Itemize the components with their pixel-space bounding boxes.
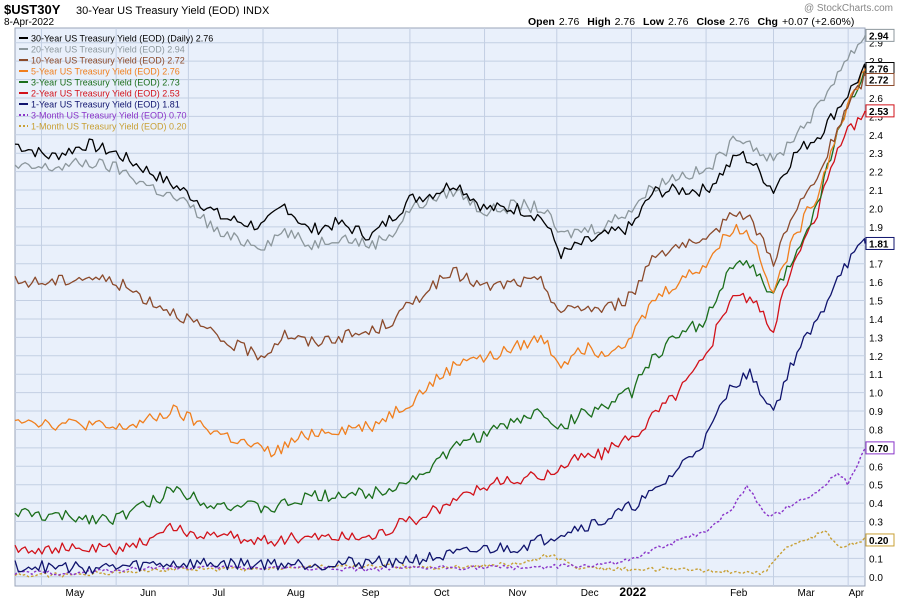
watermark: @ StockCharts.com xyxy=(804,3,893,14)
end-label-box xyxy=(865,533,895,547)
y-tick-label: 1.1 xyxy=(869,370,883,381)
x-axis: May Jun Jul Aug Sep Oct Nov Dec 2022 Feb Mar Apr xyxy=(65,585,864,599)
y-tick-label: 1.2 xyxy=(869,352,883,363)
ohlc-label: Low xyxy=(643,16,665,28)
y-tick-label: 2.2 xyxy=(869,168,883,179)
end-label-value: 2.72 xyxy=(869,76,889,87)
legend-entry: 3-Month US Treasury Yield (EOD) 0.70 xyxy=(31,111,187,121)
end-label-value: 0.70 xyxy=(869,444,889,455)
end-label-box xyxy=(865,104,895,118)
ohlc-label: Open xyxy=(528,16,555,28)
y-tick-label: 1.0 xyxy=(869,389,883,400)
series-line-6 xyxy=(14,238,866,575)
y-tick-label: 2.0 xyxy=(869,204,883,215)
x-tick-label: Feb xyxy=(730,588,748,599)
y-tick-label: 2.4 xyxy=(869,131,883,142)
legend-entry: 2-Year US Treasury Yield (EOD) 2.53 xyxy=(31,89,180,99)
y-tick-label: 2.9 xyxy=(869,39,883,50)
date-label: 8-Apr-2022 xyxy=(4,17,54,28)
ohlc-value: 2.76 xyxy=(729,16,750,28)
ohlc-readout: Open 2.76 High 2.76 Low 2.76 Close 2.76 Chg +0.07… xyxy=(528,16,854,28)
y-tick-label: 1.9 xyxy=(869,223,883,234)
grid-lines xyxy=(15,28,865,586)
ohlc-label: High xyxy=(587,16,610,28)
x-tick-label: Jul xyxy=(212,588,225,599)
exchange-label: INDX xyxy=(243,5,270,17)
series-line-3 xyxy=(14,68,866,458)
y-tick-label: 0.6 xyxy=(869,462,883,473)
series-line-2 xyxy=(14,71,866,361)
end-label-value: 2.53 xyxy=(869,107,889,118)
legend-entry: 10-Year US Treasury Yield (EOD) 2.72 xyxy=(31,56,185,66)
y-tick-label: 1.5 xyxy=(869,297,883,308)
y-tick-label: 0.3 xyxy=(869,518,883,529)
ohlc-value: 2.76 xyxy=(668,16,689,28)
x-tick-label: May xyxy=(65,588,84,599)
ohlc-value: 2.76 xyxy=(615,16,636,28)
y-tick-label: 2.6 xyxy=(869,94,883,105)
end-label-value: 2.94 xyxy=(869,31,889,42)
ohlc-value: 2.76 xyxy=(559,16,580,28)
x-tick-label: Jun xyxy=(140,588,156,599)
end-label-box xyxy=(865,73,895,87)
series-line-4 xyxy=(14,69,866,525)
y-tick-label: 2.3 xyxy=(869,149,883,160)
y-tick-label: 1.6 xyxy=(869,278,883,289)
series-line-8 xyxy=(14,530,866,578)
end-label-value: 2.76 xyxy=(869,65,889,76)
legend-entry: 5-Year US Treasury Yield (EOD) 2.76 xyxy=(31,67,180,77)
legend-entry: 3-Year US Treasury Yield (EOD) 2.73 xyxy=(31,78,180,88)
x-tick-label: Dec xyxy=(581,588,599,599)
series-lines xyxy=(14,35,866,578)
instrument-name: 30-Year US Treasury Yield (EOD) xyxy=(76,5,239,17)
legend-entry: 1-Month US Treasury Yield (EOD) 0.20 xyxy=(31,122,187,132)
legend-entry: 20-Year US Treasury Yield (EOD) 2.94 xyxy=(31,45,185,55)
x-tick-label: Aug xyxy=(287,588,305,599)
x-tick-label: Oct xyxy=(434,588,450,599)
x-tick-label: Apr xyxy=(849,588,865,599)
y-tick-label: 0.1 xyxy=(869,554,883,565)
ohlc-label: Close xyxy=(696,16,725,28)
y-tick-label: 2.5 xyxy=(869,112,883,123)
y-tick-label: 0.5 xyxy=(869,481,883,492)
end-value-labels: 2.94 2.762.72 2.53 1.81 0.70 0.20 xyxy=(865,28,895,547)
y-tick-label: 1.3 xyxy=(869,333,883,344)
y-tick-label: 0.0 xyxy=(869,573,883,584)
series-line-5 xyxy=(14,110,866,556)
chart-header: $UST30Y 30-Year US Treasury Yield (EOD) … xyxy=(4,2,893,28)
x-tick-label: 2022 xyxy=(619,585,646,599)
y-tick-label: 1.4 xyxy=(869,315,883,326)
end-label-box xyxy=(865,28,895,42)
symbol-label: $UST30Y xyxy=(4,2,61,17)
end-label-box xyxy=(865,441,895,455)
ohlc-value: +0.07 (+2.60%) xyxy=(782,16,854,28)
legend-entry: 1-Year US Treasury Yield (EOD) 1.81 xyxy=(31,100,180,110)
end-label-value: 1.81 xyxy=(869,239,889,250)
y-tick-label: 2.1 xyxy=(869,186,883,197)
y-tick-label: 0.8 xyxy=(869,425,883,436)
x-tick-label: Sep xyxy=(362,588,380,599)
x-tick-label: Nov xyxy=(509,588,527,599)
y-tick-label: 1.7 xyxy=(869,260,883,271)
end-label-box xyxy=(865,236,895,250)
legend-entry: 30-Year US Treasury Yield (EOD) (Daily) … xyxy=(31,34,213,44)
legend: 30-Year US Treasury Yield (EOD) (Daily) … xyxy=(19,34,213,132)
y-tick-label: 0.9 xyxy=(869,407,883,418)
end-label-value: 0.20 xyxy=(869,536,889,547)
x-tick-label: Mar xyxy=(797,588,815,599)
series-line-0 xyxy=(14,63,866,260)
ohlc-label: Chg xyxy=(758,16,778,28)
y-tick-label: 0.4 xyxy=(869,499,883,510)
